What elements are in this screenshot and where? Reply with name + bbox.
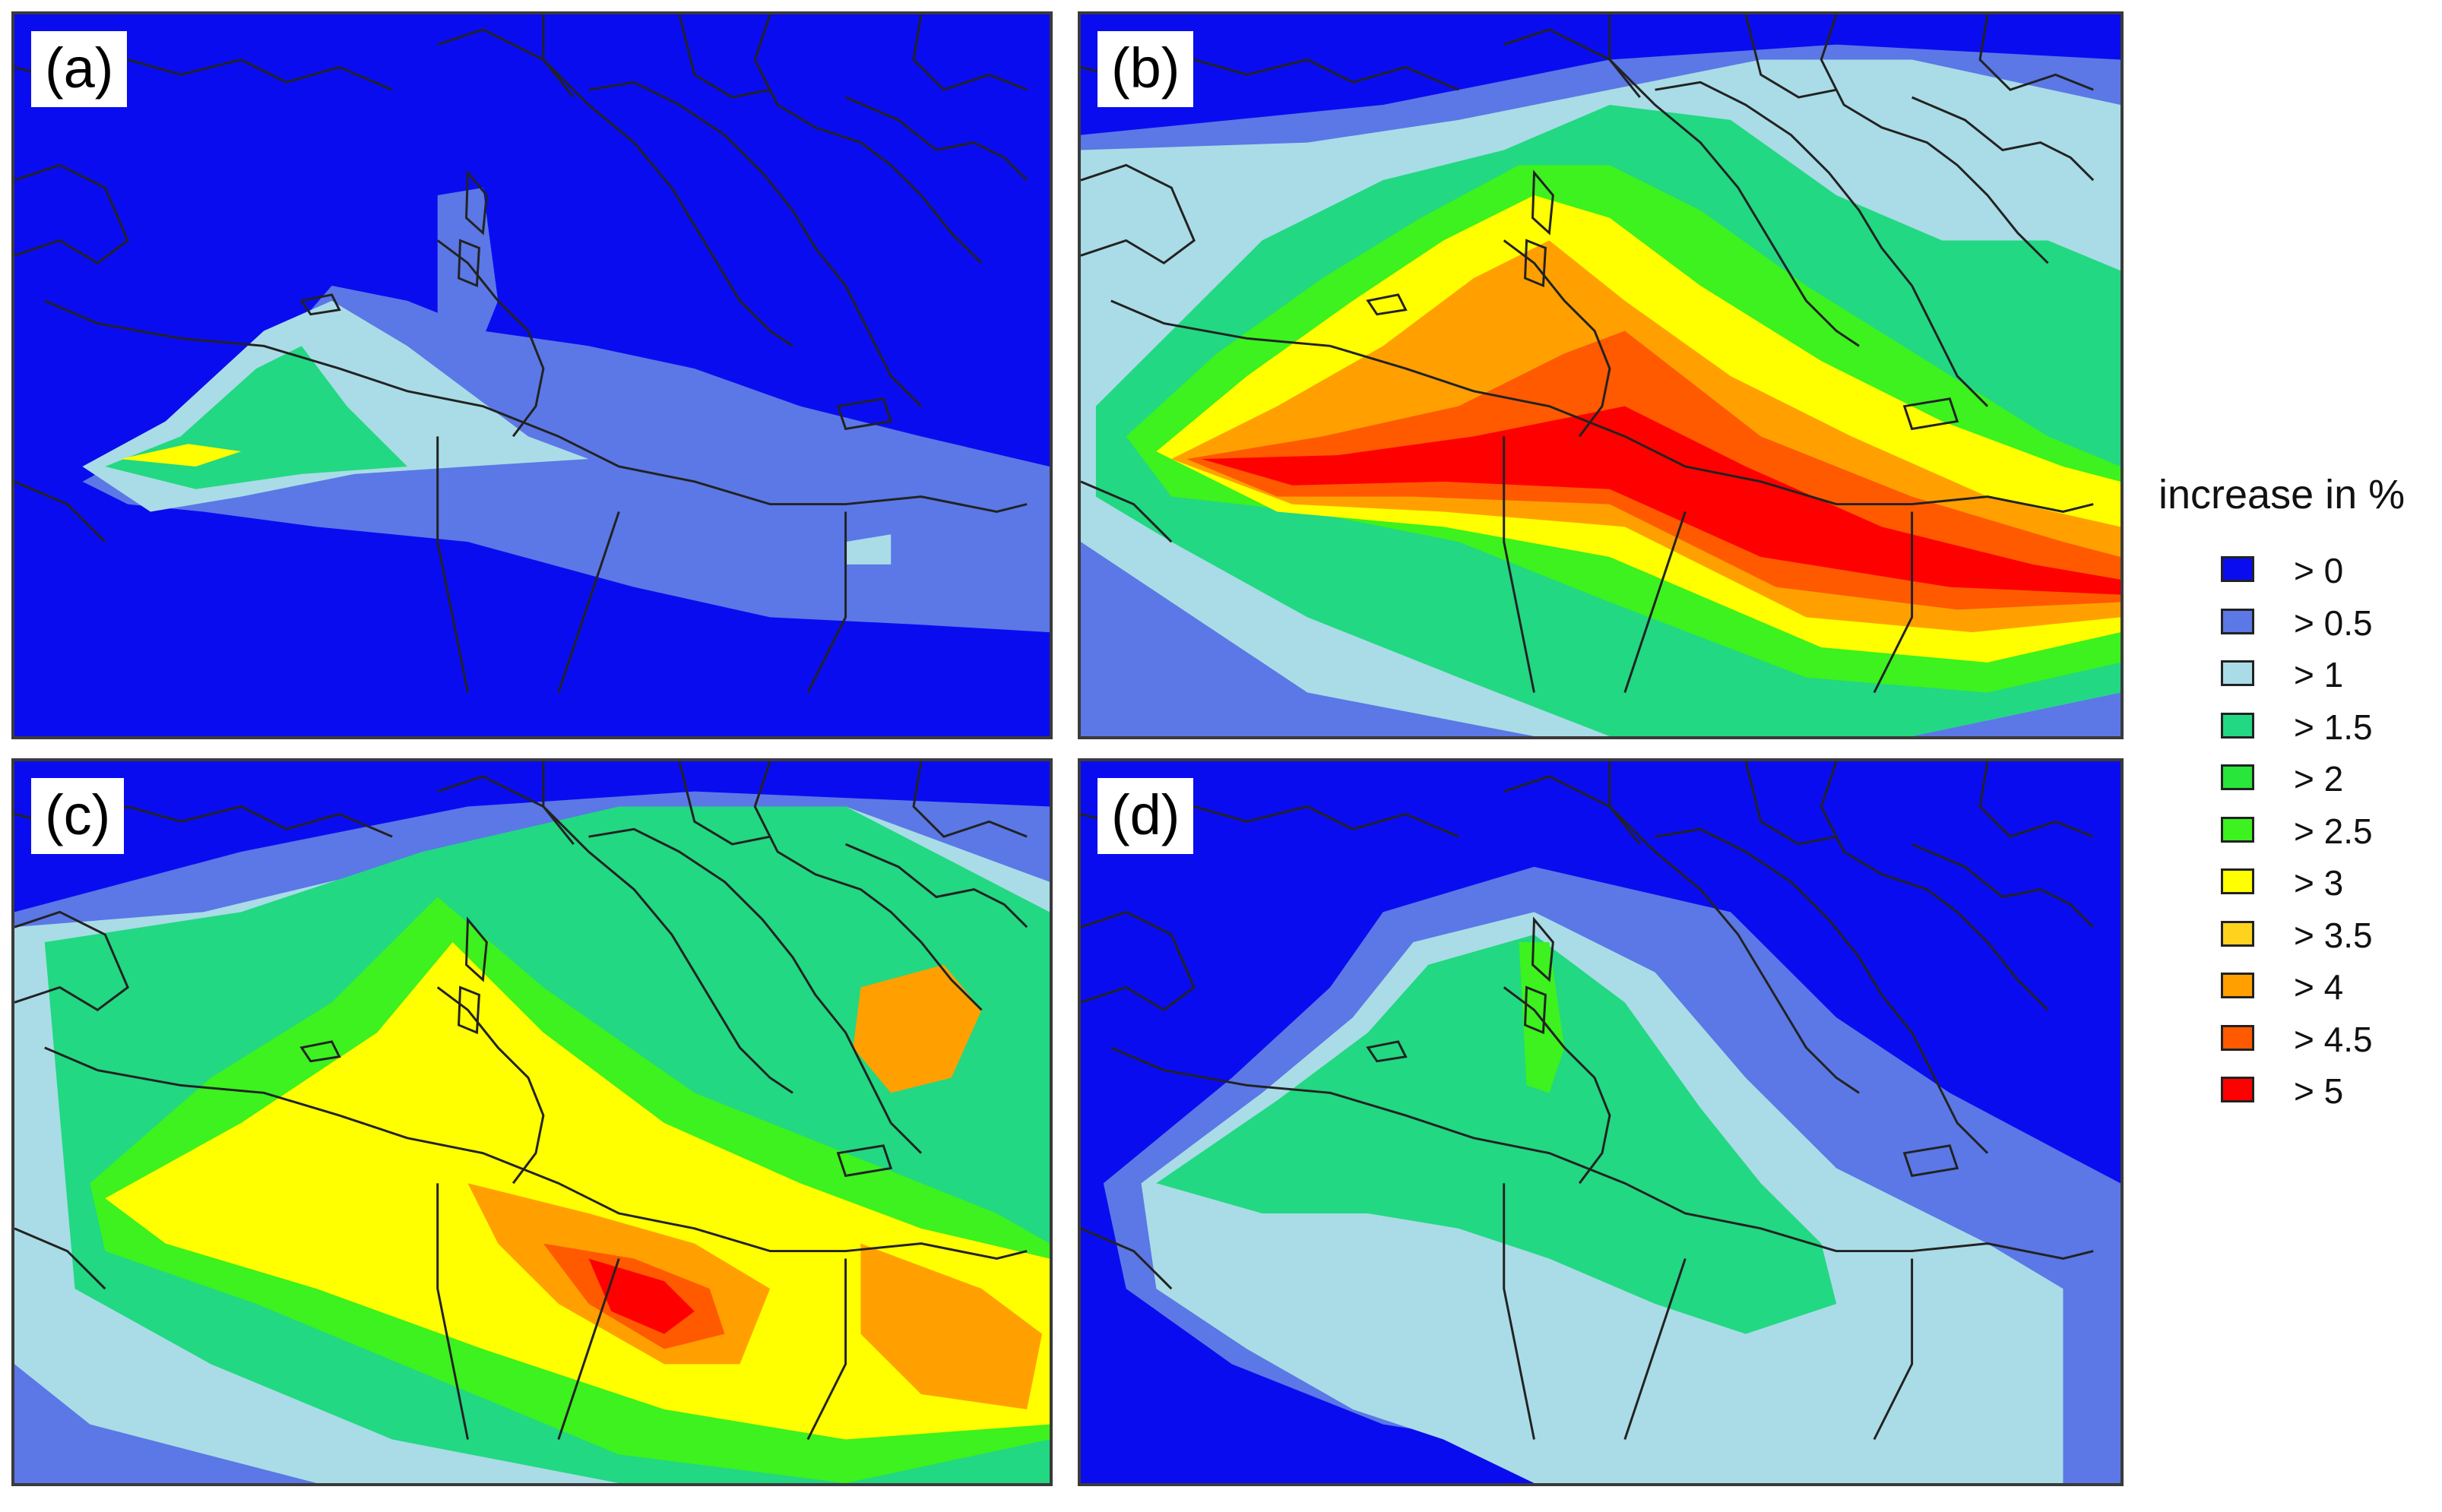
legend-items: > 0 > 0.5 > 1 > 1.5 > 2 > 2.5 > 3 > 3.5 … — [2159, 547, 2432, 1120]
legend-swatch — [2221, 1077, 2254, 1102]
legend-label: > 4 — [2294, 967, 2344, 1007]
legend-item: > 5 — [2159, 1068, 2432, 1120]
map-panel-a: (a) — [11, 11, 1053, 739]
legend-swatch — [2221, 973, 2254, 998]
legend-label: > 2 — [2294, 759, 2344, 799]
map-b — [1081, 14, 2121, 736]
legend-item: > 0 — [2159, 547, 2432, 599]
legend-swatch — [2221, 712, 2254, 739]
legend-label: > 1.5 — [2294, 707, 2373, 747]
legend-item: > 4.5 — [2159, 1016, 2432, 1068]
map-panel-d: (d) — [1078, 758, 2124, 1486]
map-c — [14, 761, 1050, 1483]
legend-label: > 4.5 — [2294, 1019, 2373, 1059]
map-d — [1081, 761, 2121, 1483]
legend-swatch — [2221, 764, 2254, 790]
legend-swatch — [2221, 556, 2254, 582]
legend-label: > 3 — [2294, 863, 2344, 903]
legend-title: increase in % — [2159, 472, 2406, 517]
map-panel-b: (b) — [1078, 11, 2124, 739]
legend-label: > 2.5 — [2294, 811, 2373, 851]
panel-label-b: (b) — [1097, 31, 1194, 107]
legend-swatch — [2221, 660, 2254, 686]
legend-swatch — [2221, 868, 2254, 894]
legend-label: > 5 — [2294, 1071, 2344, 1111]
legend-label: > 1 — [2294, 655, 2344, 694]
legend-item: > 4 — [2159, 963, 2432, 1016]
legend-label: > 0 — [2294, 551, 2344, 590]
map-panel-c: (c) — [11, 758, 1053, 1486]
legend-label: > 3.5 — [2294, 915, 2373, 955]
map-a — [14, 14, 1050, 736]
panel-label-d: (d) — [1097, 778, 1194, 854]
legend-item: > 3 — [2159, 859, 2432, 912]
panel-label-a: (a) — [31, 31, 128, 107]
panel-label-c: (c) — [31, 778, 125, 854]
legend-swatch — [2221, 608, 2254, 634]
legend-label: > 0.5 — [2294, 603, 2373, 643]
legend-swatch — [2221, 1024, 2254, 1051]
legend-item: > 0.5 — [2159, 599, 2432, 652]
legend-item: > 2.5 — [2159, 808, 2432, 860]
legend: increase in % > 0 > 0.5 > 1 > 1.5 > 2 > … — [2159, 471, 2432, 1120]
legend-item: > 1 — [2159, 651, 2432, 704]
legend-swatch — [2221, 920, 2254, 947]
legend-item: > 2 — [2159, 755, 2432, 808]
legend-item: > 1.5 — [2159, 704, 2432, 756]
legend-item: > 3.5 — [2159, 912, 2432, 964]
legend-swatch — [2221, 816, 2254, 843]
